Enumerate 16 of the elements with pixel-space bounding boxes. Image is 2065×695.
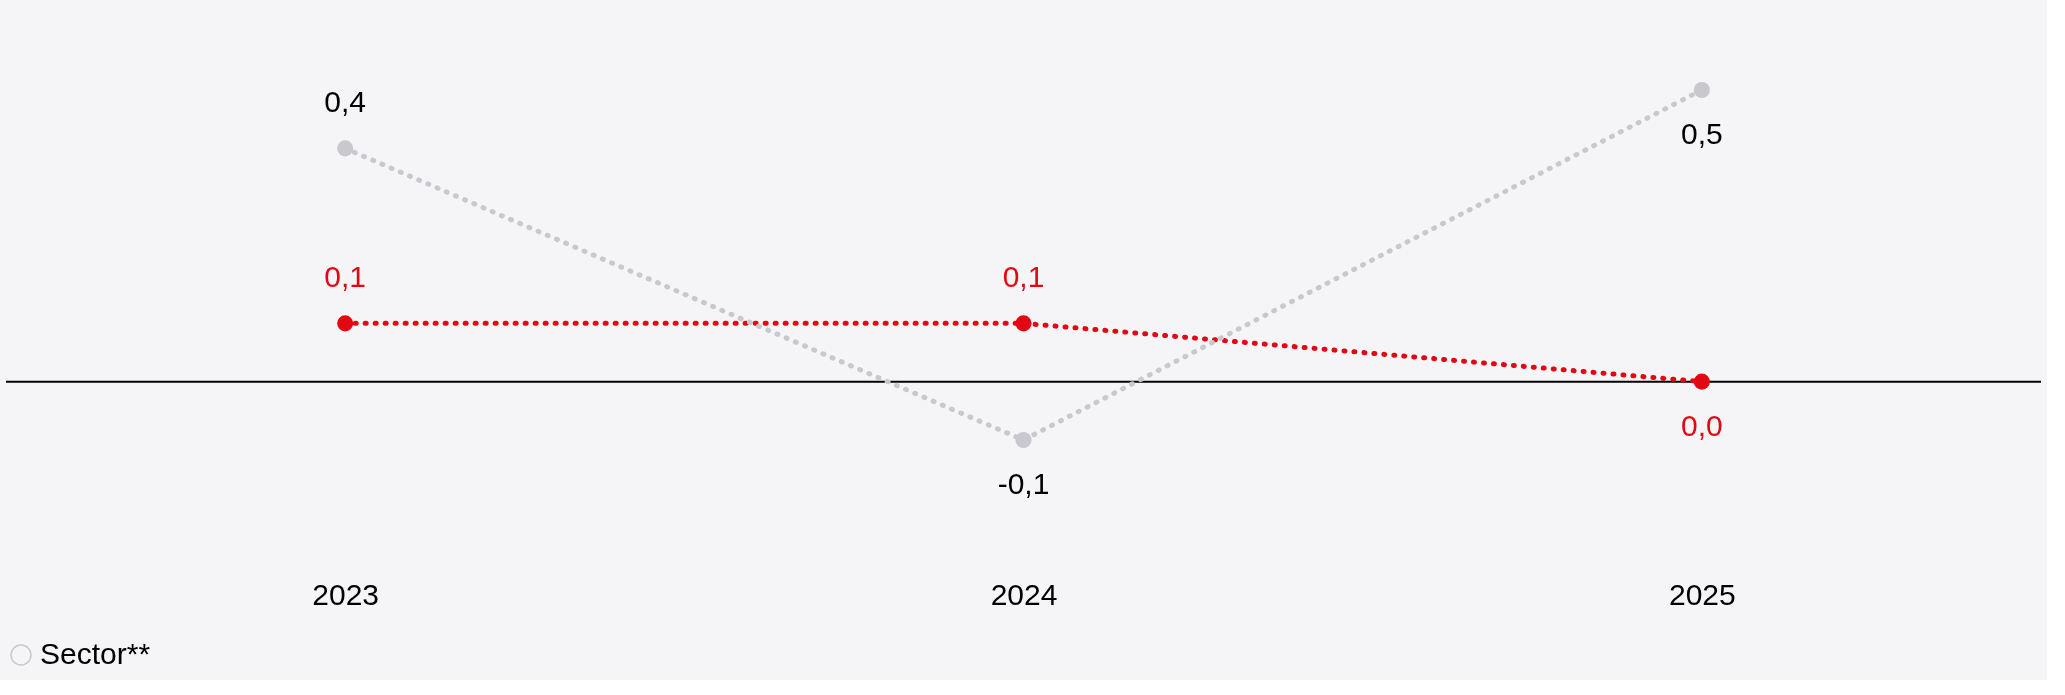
point [337, 140, 354, 157]
x-tick-label: 2025 [1668, 577, 1736, 611]
point [1693, 81, 1710, 99]
x-tick-label: 2023 [312, 577, 380, 611]
point [1693, 373, 1710, 390]
data-label: 0,5 [1680, 117, 1723, 150]
data-label: 0,1 [1002, 260, 1045, 294]
point [337, 315, 354, 332]
data-label: 0,4 [324, 85, 367, 119]
data-label: 0,1 [324, 260, 367, 294]
point [1015, 431, 1032, 449]
point [1015, 315, 1032, 332]
data-label: 0,0 [1680, 408, 1723, 442]
x-tick-label: 2024 [990, 577, 1058, 611]
legend-label: Sector** [40, 637, 151, 670]
data-label: -0,1 [997, 467, 1050, 500]
